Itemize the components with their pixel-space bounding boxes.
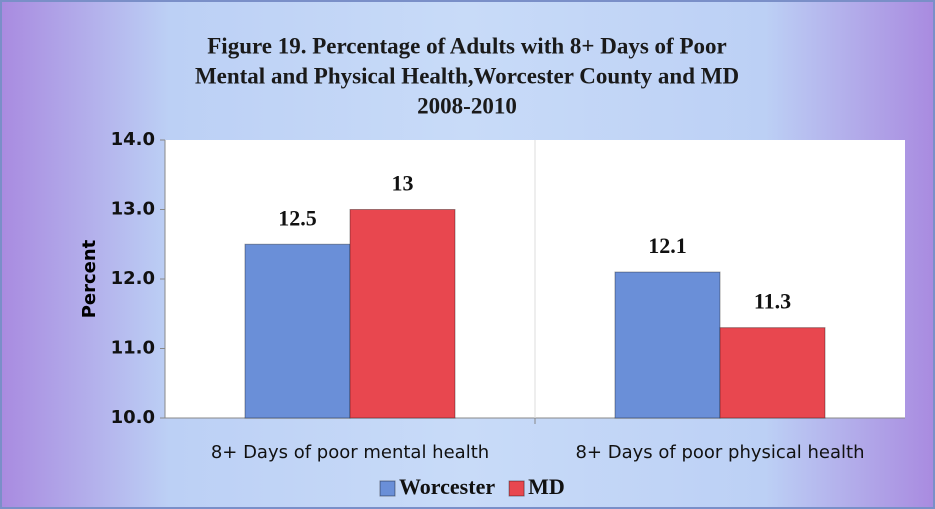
data-label: 12.1 — [648, 233, 687, 258]
bar — [614, 271, 721, 419]
legend-label: Worcester — [399, 474, 495, 499]
bar — [244, 243, 351, 419]
data-label: 12.5 — [278, 205, 317, 230]
y-tick-label: 14.0 — [111, 129, 155, 150]
data-label: 11.3 — [754, 289, 791, 314]
y-tick-label: 11.0 — [111, 338, 155, 359]
legend-label: MD — [528, 474, 565, 499]
y-axis-label: Percent — [79, 239, 100, 318]
legend-swatch — [379, 480, 396, 497]
chart-title: 2008-2010 — [417, 93, 517, 118]
chart-title: Figure 19. Percentage of Adults with 8+ … — [207, 33, 726, 58]
legend-swatch — [508, 480, 525, 497]
y-tick-label: 12.0 — [111, 268, 155, 289]
bar — [349, 209, 456, 419]
data-label: 13 — [392, 171, 414, 196]
y-tick-label: 10.0 — [111, 407, 155, 428]
x-tick-label: 8+ Days of poor mental health — [211, 442, 489, 463]
x-tick-label: 8+ Days of poor physical health — [575, 442, 864, 463]
chart-title: Mental and Physical Health,Worcester Cou… — [195, 63, 739, 88]
bar — [719, 327, 826, 419]
y-tick-label: 13.0 — [111, 199, 155, 220]
